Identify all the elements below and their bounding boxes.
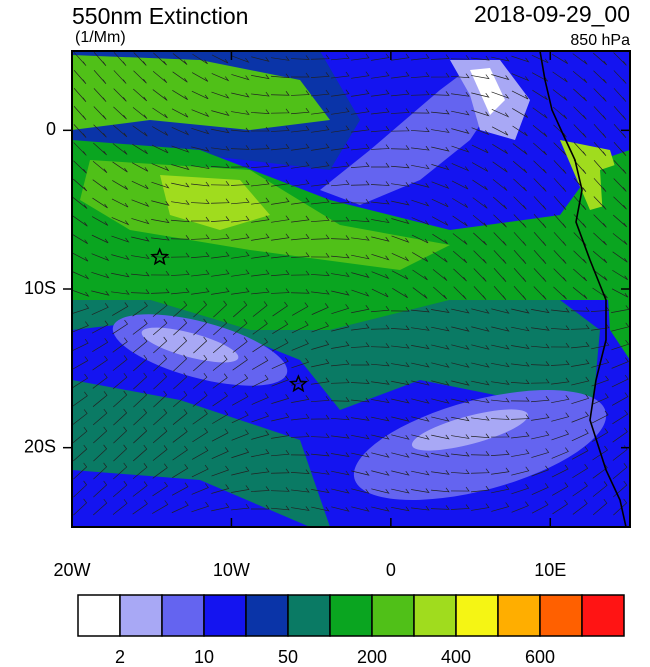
x-tick-label: 10W [213, 560, 250, 580]
x-tick-label: 20W [53, 560, 90, 580]
field-region [470, 68, 505, 115]
colorbar-box [161, 594, 205, 637]
colorbar-label: 200 [357, 647, 387, 667]
pressure-level: 850 hPa [570, 32, 630, 49]
x-tick-label: 10E [534, 560, 566, 580]
y-tick-label: 10S [24, 278, 56, 298]
site-marker [288, 374, 308, 393]
y-tick-label: 0 [46, 119, 56, 139]
units: (1/Mm) [75, 29, 126, 46]
colorbar-box [539, 594, 583, 637]
field-region [160, 175, 270, 230]
colorbar-box [119, 594, 163, 637]
x-tick-label: 0 [386, 560, 396, 580]
field-region [72, 300, 600, 440]
extinction-field [72, 51, 630, 527]
wind-barbs [72, 52, 630, 516]
colorbar-box [497, 594, 541, 637]
colorbar-label: 2 [115, 647, 125, 667]
y-tick-label: 20S [24, 436, 56, 456]
site-marker [150, 247, 170, 266]
date: 2018-09-29_00 [474, 1, 630, 27]
colorbar-box [413, 594, 457, 637]
colorbar-label: 50 [278, 647, 298, 667]
colorbar: 2 10 50 200 400 600 [77, 594, 625, 667]
colorbar-box [203, 594, 247, 637]
coastline [539, 51, 627, 527]
field-region [600, 160, 630, 360]
colorbar-box [287, 594, 331, 637]
field-region [72, 470, 310, 527]
colorbar-label: 600 [525, 647, 555, 667]
colorbar-box [455, 594, 499, 637]
colorbar-box [581, 594, 625, 637]
colorbar-label: 400 [441, 647, 471, 667]
colorbar-box [329, 594, 373, 637]
colorbar-box [371, 594, 415, 637]
title: 550nm Extinction [72, 3, 248, 29]
field-region [320, 60, 510, 205]
colorbar-box [245, 594, 289, 637]
colorbar-label: 10 [194, 647, 214, 667]
field-region [411, 409, 529, 451]
field-region [141, 327, 239, 363]
colorbar-box [77, 594, 121, 637]
